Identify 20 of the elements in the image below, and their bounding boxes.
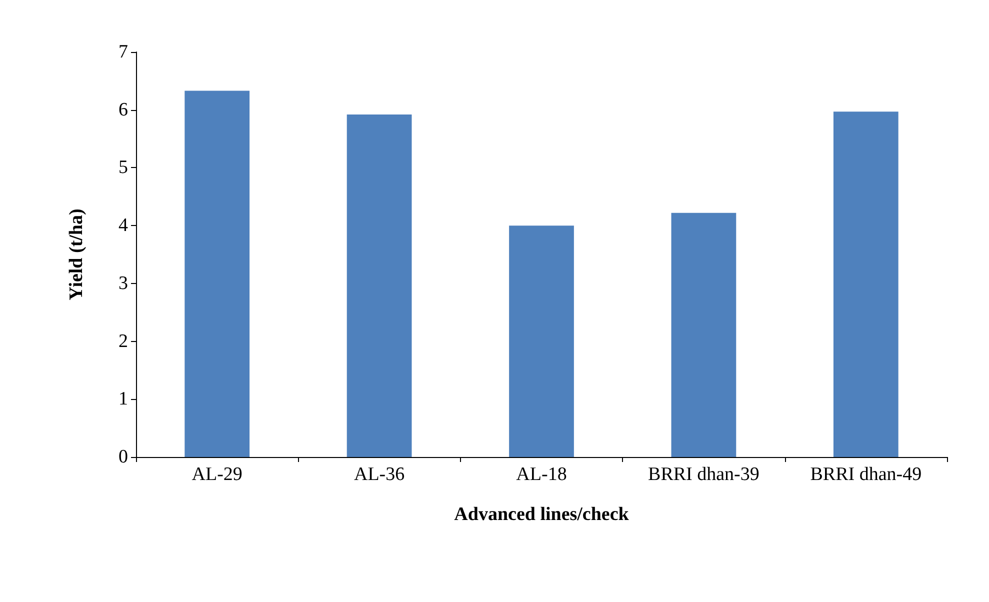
bar (184, 90, 250, 457)
y-tick-label: 2 (118, 330, 128, 352)
x-tick-label: BRRI dhan-49 (810, 464, 922, 485)
bar (509, 226, 574, 457)
y-tick-label: 1 (118, 388, 128, 410)
x-tick-label: AL-29 (192, 464, 242, 485)
x-tick-label: AL-36 (354, 464, 405, 485)
y-tick-label: 6 (118, 99, 128, 120)
y-axis-title: Yield (t/ha) (66, 208, 87, 300)
y-tick-label: 0 (118, 446, 128, 468)
x-tick-label: AL-18 (516, 464, 567, 485)
bar (346, 114, 412, 457)
y-tick-label: 3 (118, 272, 128, 294)
y-tick-label: 5 (118, 157, 128, 178)
x-tick-label: BRRI dhan-39 (648, 464, 760, 485)
bar (671, 212, 736, 457)
y-tick-label: 4 (118, 215, 128, 236)
bar (833, 112, 898, 457)
x-axis-title: Advanced lines/check (454, 504, 630, 525)
y-tick-label: 7 (118, 42, 128, 62)
